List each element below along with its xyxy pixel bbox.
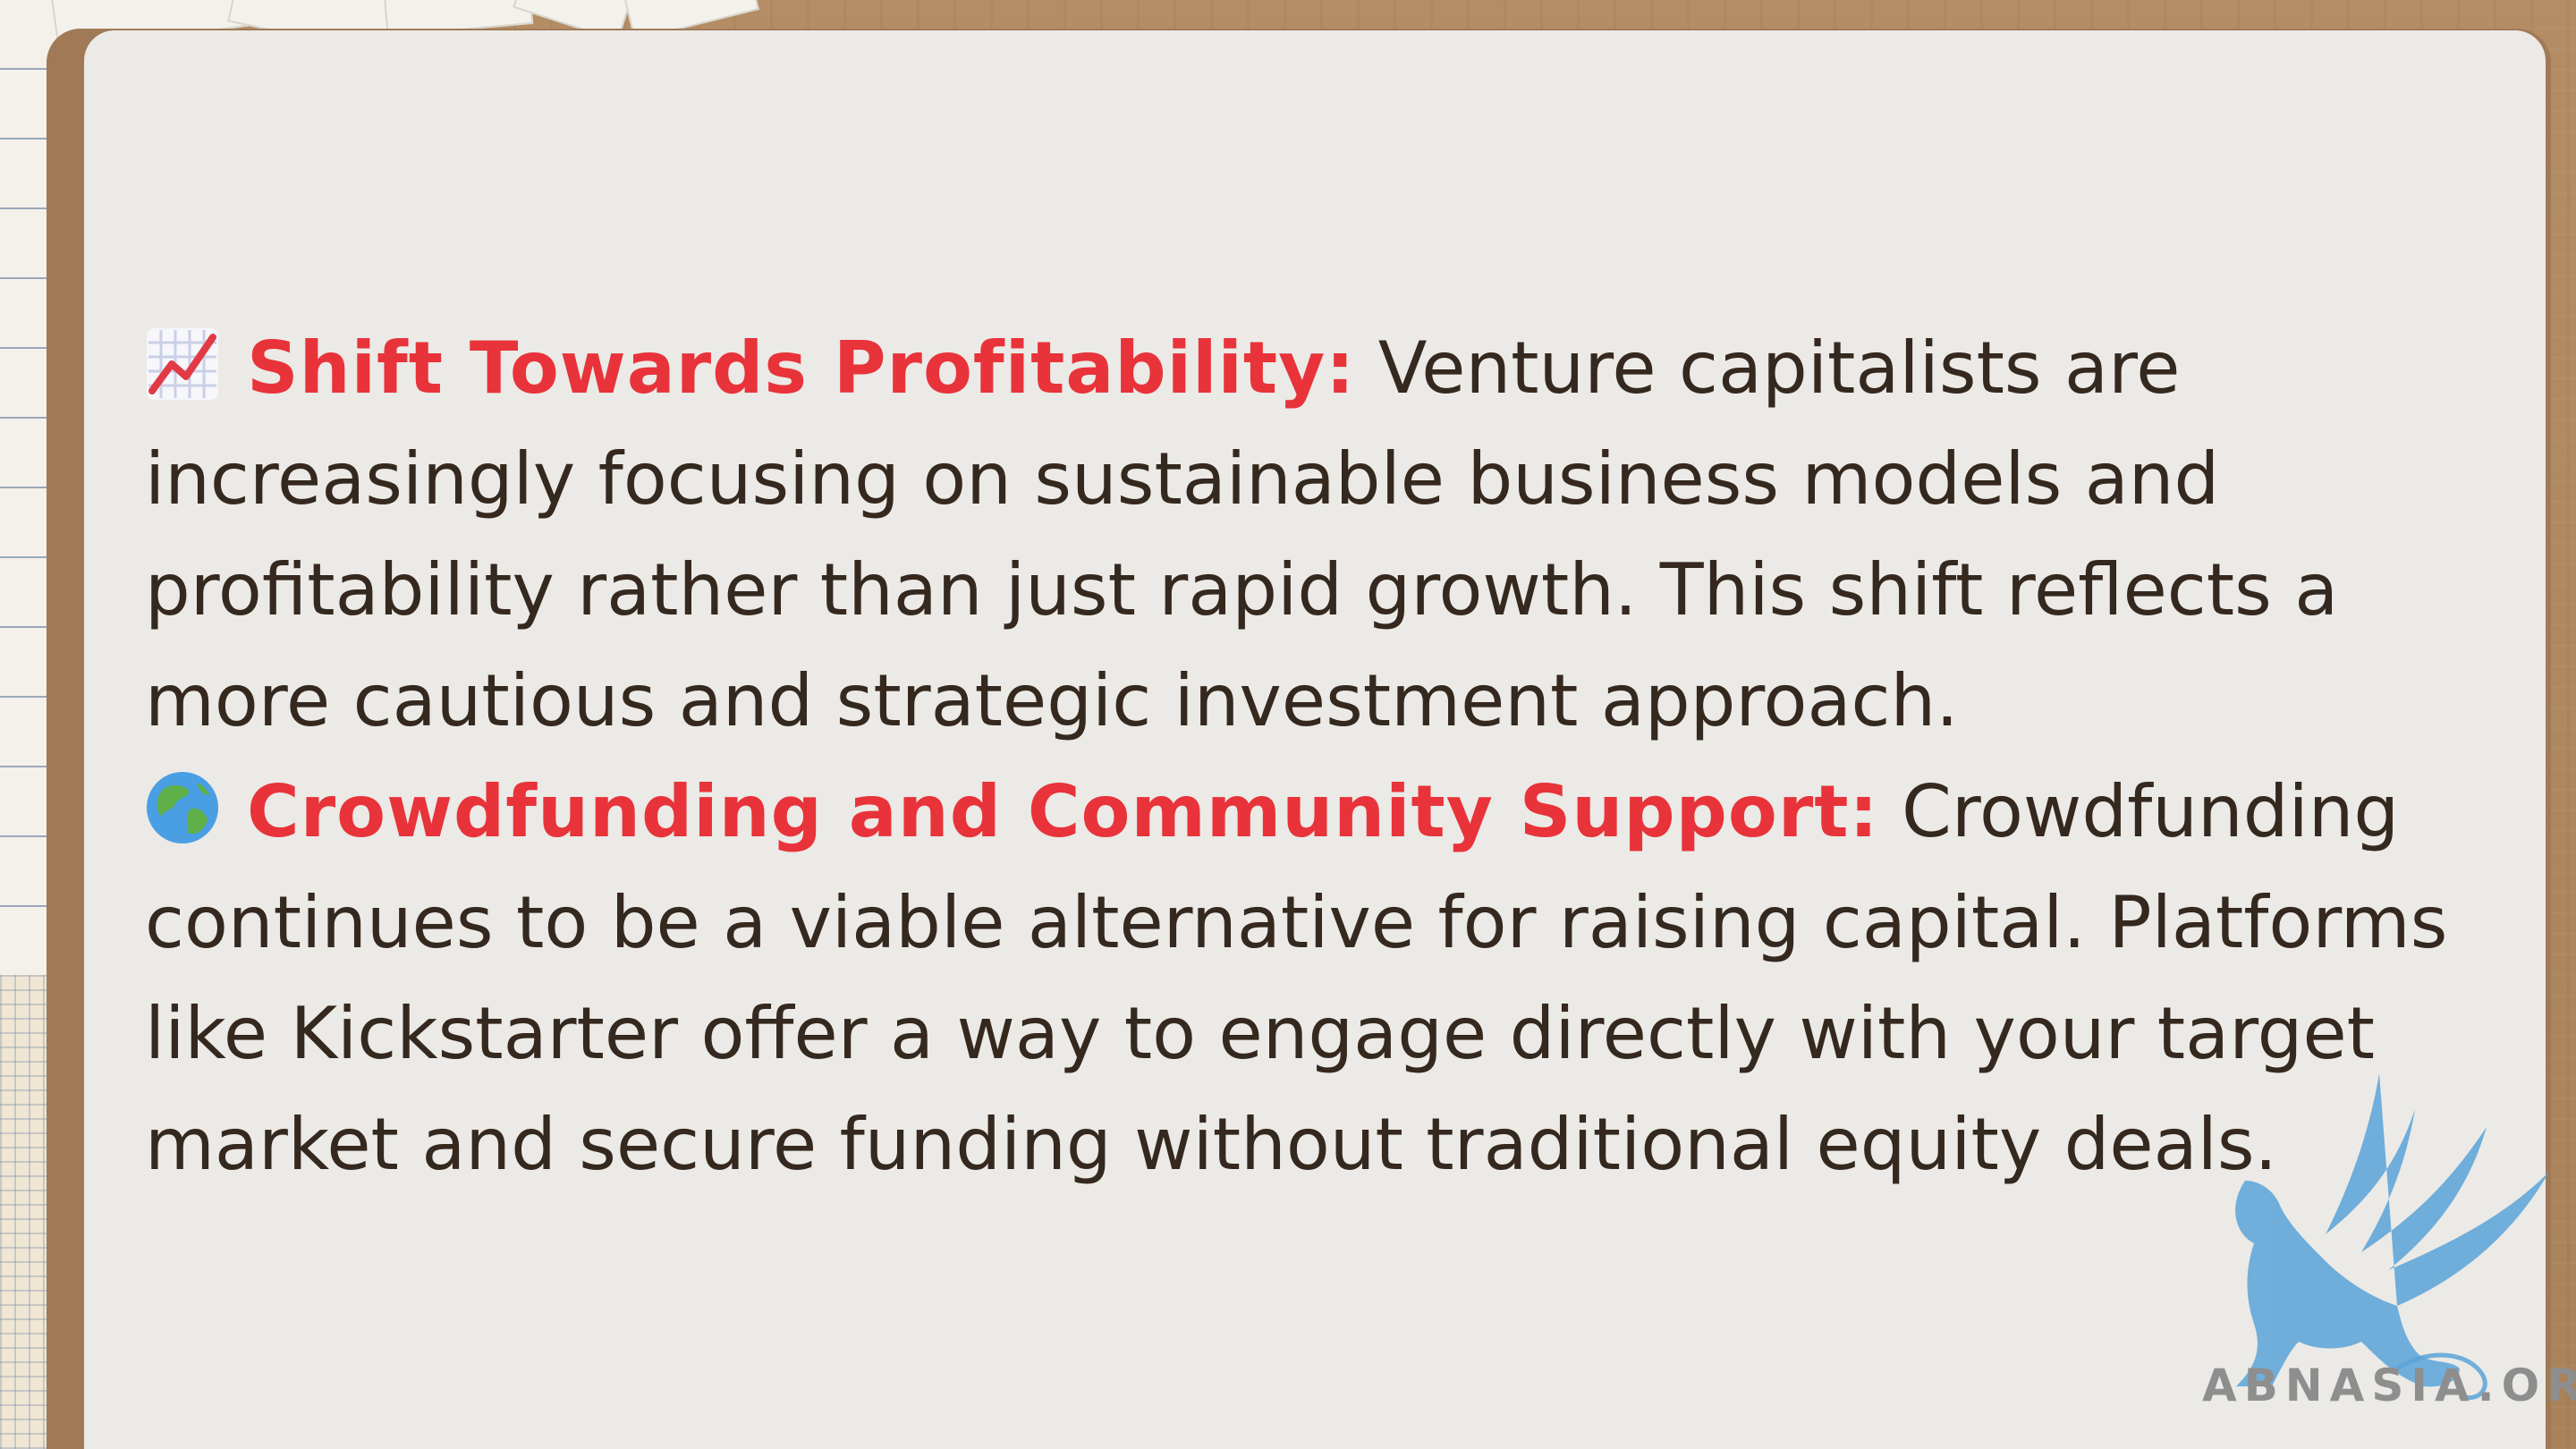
bullet-crowdfunding: Crowdfunding and Community Support: Crow… — [145, 757, 2470, 1200]
bullet-heading: Crowdfunding and Community Support: — [247, 770, 1879, 853]
globe-icon — [147, 772, 218, 843]
bullet-heading: Shift Towards Profitability: — [247, 326, 1356, 410]
watermark-text: ABNASIA.ORG — [2202, 1360, 2576, 1411]
bullet-text: Crowdfunding continues to be a viable al… — [145, 770, 2448, 1186]
bullet-text: Venture capitalists are increasingly foc… — [145, 326, 2339, 742]
bullet-profitability: Shift Towards Profitability: Venture cap… — [145, 313, 2470, 757]
griffin-logo-icon — [2235, 1073, 2549, 1401]
slide-content: Shift Towards Profitability: Venture cap… — [145, 313, 2470, 1200]
chart-increasing-icon — [147, 328, 218, 400]
slide-card — [84, 30, 2546, 1449]
